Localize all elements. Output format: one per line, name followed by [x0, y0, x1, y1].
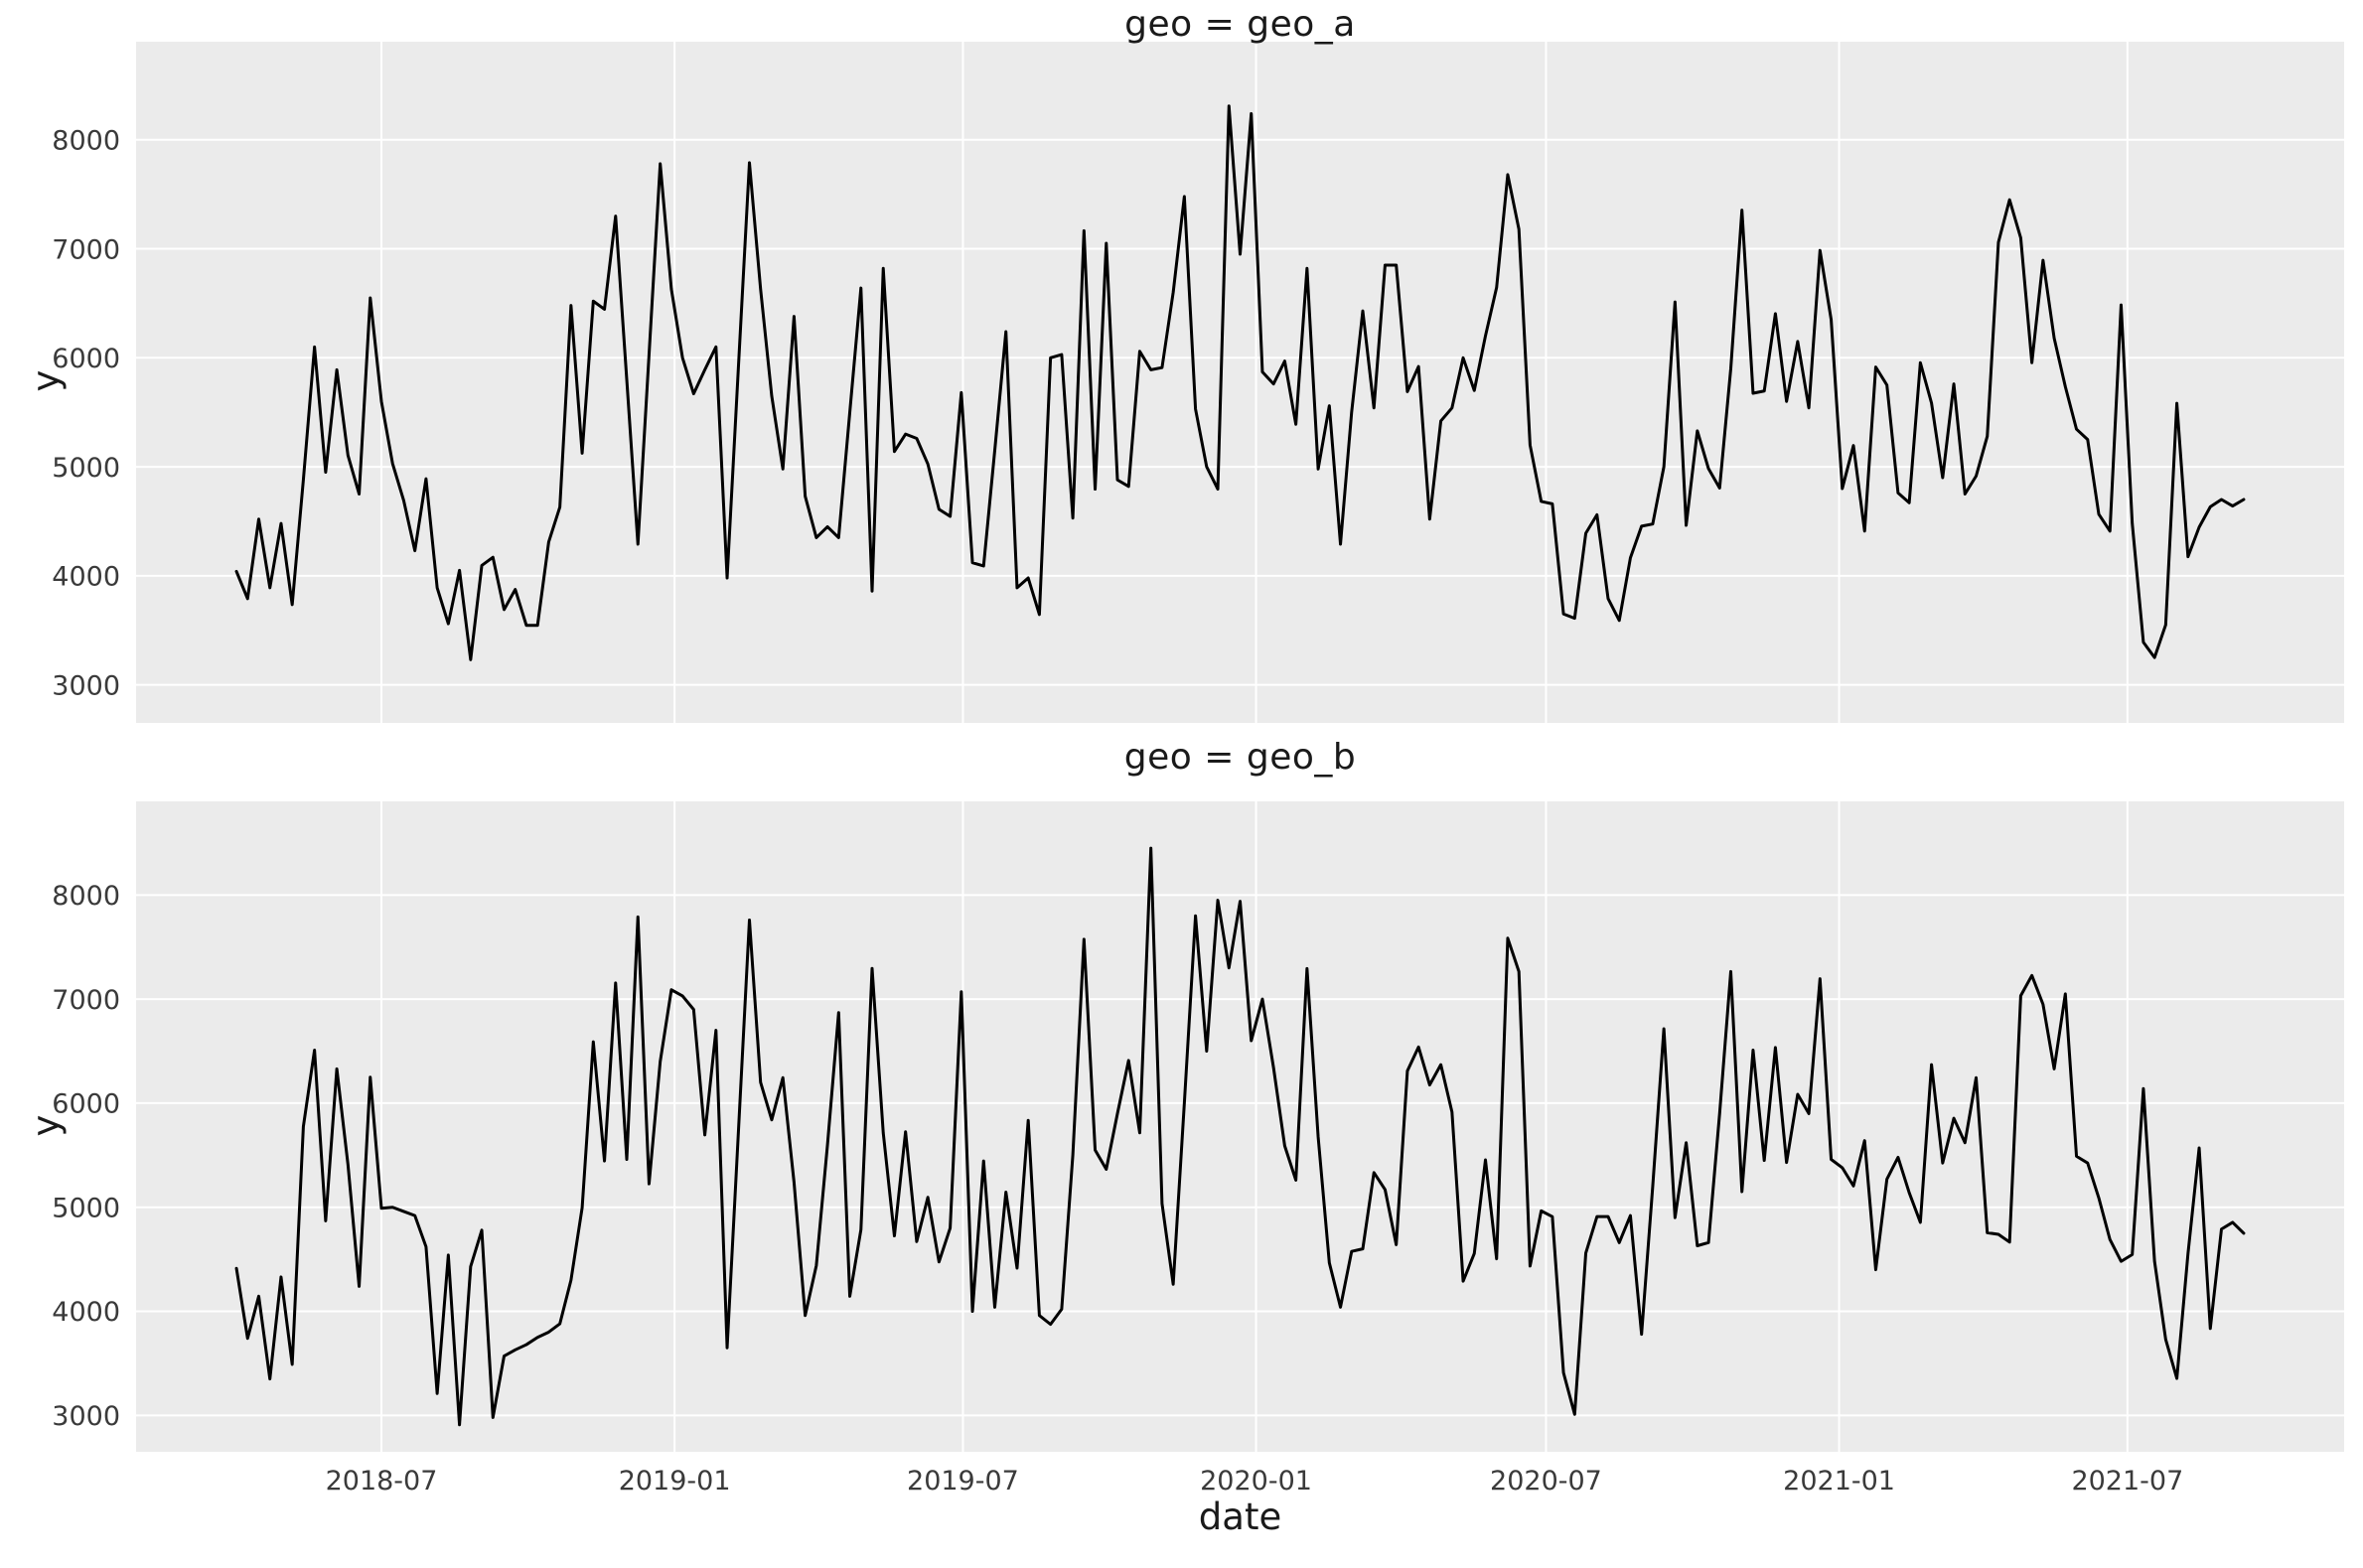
x-tick-label: 2021-01	[1783, 1466, 1895, 1497]
panel-background-geo-a	[136, 42, 2344, 723]
facet-title-geo-b: geo = geo_b	[1123, 737, 1357, 778]
x-tick-label: 2019-01	[619, 1466, 731, 1497]
y-tick-label-geo-a: 7000	[52, 234, 120, 265]
y-tick-label-geo-b: 6000	[52, 1089, 120, 1120]
y-tick-label-geo-a: 6000	[52, 344, 120, 374]
y-tick-label-geo-a: 8000	[52, 126, 120, 157]
y-tick-label-geo-b: 7000	[52, 985, 120, 1016]
x-tick-label: 2021-07	[2071, 1466, 2183, 1497]
y-axis-label-geo-a: y	[24, 369, 68, 392]
y-tick-label-geo-b: 3000	[52, 1401, 120, 1432]
y-tick-label-geo-b: 8000	[52, 881, 120, 912]
y-tick-label-geo-a: 4000	[52, 562, 120, 593]
x-tick-label: 2019-07	[907, 1466, 1019, 1497]
y-tick-label-geo-a: 5000	[52, 453, 120, 484]
line-geo-b	[234, 846, 2246, 1427]
x-axis-label: date	[1198, 1496, 1282, 1538]
y-axis-label-geo-b: y	[24, 1114, 68, 1137]
y-tick-label-geo-b: 4000	[52, 1297, 120, 1328]
facet-title-geo-a: geo = geo_a	[1124, 4, 1356, 45]
y-tick-label-geo-a: 3000	[52, 670, 120, 701]
x-tick-label: 2020-01	[1200, 1466, 1312, 1497]
y-tick-label-geo-b: 5000	[52, 1193, 120, 1223]
line-geo-a	[234, 104, 2246, 661]
panel-background-geo-b	[136, 801, 2344, 1452]
x-tick-label: 2020-07	[1490, 1466, 1602, 1497]
x-tick-label: 2018-07	[326, 1466, 438, 1497]
